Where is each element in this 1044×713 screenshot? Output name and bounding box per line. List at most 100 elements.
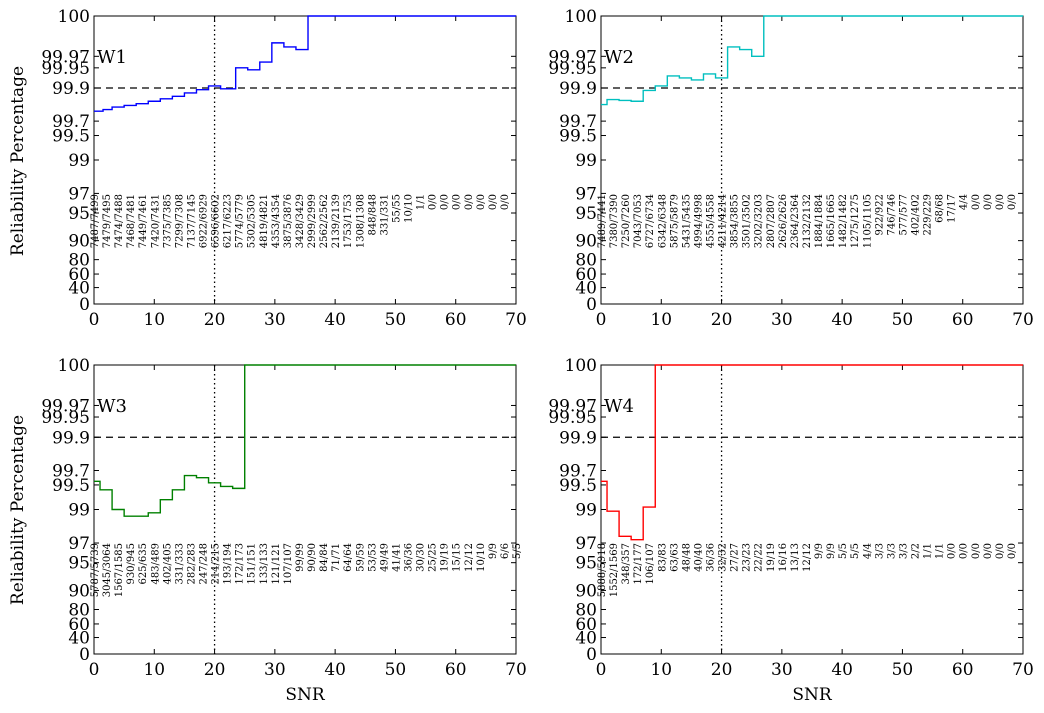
x-tick-label: 0	[89, 660, 100, 680]
count-annotation: 7420/7431	[150, 194, 161, 248]
count-annotation: 0/0	[947, 543, 958, 559]
count-annotation: 4211/4214	[718, 194, 729, 248]
x-tick-label: 60	[445, 660, 467, 680]
y-tick-label: 90	[68, 581, 90, 601]
count-annotation: 36/36	[403, 543, 414, 572]
y-tick-label: 99	[68, 501, 90, 521]
count-annotation: 13/13	[790, 543, 801, 572]
count-annotation: 1884/1884	[814, 194, 825, 248]
count-annotation: 0/0	[995, 194, 1006, 210]
count-annotation: 84/84	[319, 543, 330, 572]
x-tick-label: 60	[952, 660, 974, 680]
x-tick-label: 30	[264, 310, 286, 330]
count-annotation: 2999/2999	[307, 194, 318, 248]
count-annotation: 4/4	[959, 194, 970, 210]
y-tick-label: 60	[575, 265, 597, 285]
y-tick-label: 97	[575, 184, 597, 204]
count-annotation: 1/1	[935, 543, 946, 559]
count-annotation: 331/331	[379, 194, 390, 236]
x-tick-label: 50	[385, 310, 407, 330]
count-annotation: 930/945	[126, 543, 137, 585]
y-tick-label: 99.7	[559, 461, 597, 481]
count-annotation: 483/489	[150, 543, 161, 585]
count-annotation: 10/10	[403, 194, 414, 223]
count-annotation: 3501/3502	[742, 194, 753, 248]
y-tick-label: 100	[58, 356, 90, 376]
count-annotation: 0/0	[995, 543, 1006, 559]
y-tick-label: 90	[575, 581, 597, 601]
y-tick-label: 100	[565, 356, 597, 376]
count-annotation: 0/0	[1007, 543, 1018, 559]
x-tick-label: 30	[771, 660, 793, 680]
y-tick-label: 100	[58, 7, 90, 27]
count-annotation: 1665/1665	[826, 194, 837, 248]
count-annotation: 106/107	[645, 543, 656, 585]
y-tick-label: 99.7	[52, 461, 90, 481]
panel-label: W1	[97, 47, 127, 68]
count-annotation: 6217/6223	[223, 194, 234, 248]
count-annotation: 4/4	[862, 543, 873, 559]
count-annotation: 0/0	[464, 194, 475, 210]
count-annotation: 90/90	[307, 543, 318, 572]
x-tick-label: 20	[204, 310, 226, 330]
count-annotation: 0/0	[488, 194, 499, 210]
x-tick-label: 40	[324, 660, 346, 680]
y-tick-label: 95	[68, 204, 90, 224]
count-annotation: 0/0	[971, 194, 982, 210]
count-annotation: 64/64	[343, 543, 354, 572]
count-annotation: 4994/4998	[693, 194, 704, 248]
x-tick-label: 0	[89, 310, 100, 330]
count-annotation: 49/49	[379, 543, 390, 572]
count-annotation: 848/848	[367, 194, 378, 236]
count-annotation: 6596/6602	[211, 194, 222, 248]
count-annotation: 19/19	[440, 543, 451, 572]
count-annotation: 247/248	[199, 543, 210, 585]
y-tick-label: 99.95	[41, 59, 90, 79]
y-tick-label: 40	[68, 629, 90, 649]
count-annotation: 32/32	[718, 543, 729, 572]
count-annotation: 1482/1482	[838, 194, 849, 248]
x-tick-label: 20	[711, 660, 733, 680]
count-annotation: 6/6	[500, 543, 511, 559]
count-annotation: 0/0	[983, 543, 994, 559]
count-annotation: 0/0	[971, 543, 982, 559]
x-tick-label: 30	[771, 310, 793, 330]
count-annotation: 22/22	[754, 543, 765, 572]
count-annotation: 48/48	[681, 543, 692, 572]
count-annotation: 229/229	[923, 194, 934, 236]
y-tick-label: 80	[575, 600, 597, 620]
y-tick-label: 99.5	[52, 127, 90, 147]
y-tick-label: 95	[575, 204, 597, 224]
count-annotation: 0/0	[440, 194, 451, 210]
y-tick-label: 99.97	[548, 396, 597, 416]
count-annotation: 2/2	[910, 543, 921, 559]
y-tick-label: 95	[68, 554, 90, 574]
count-annotation: 625/635	[138, 543, 149, 585]
panel-label: W3	[97, 396, 127, 417]
count-annotation: 5302/5305	[247, 194, 258, 248]
count-annotation: 2807/2807	[766, 194, 777, 248]
y-tick-label: 99.5	[559, 476, 597, 496]
count-annotation: 6922/6929	[199, 194, 210, 248]
y-tick-label: 97	[68, 534, 90, 554]
x-tick-label: 50	[892, 310, 914, 330]
x-tick-label: 30	[264, 660, 286, 680]
y-tick-label: 0	[586, 645, 597, 665]
count-annotation: 3045/3064	[102, 543, 113, 597]
y-tick-label: 100	[565, 7, 597, 27]
count-annotation: 3875/3876	[283, 194, 294, 248]
x-tick-label: 0	[596, 660, 607, 680]
y-tick-label: 99.7	[559, 112, 597, 132]
count-annotation: 71/71	[331, 543, 342, 572]
y-tick-label: 99.5	[559, 127, 597, 147]
x-tick-label: 20	[711, 310, 733, 330]
count-annotation: 7449/7461	[138, 194, 149, 248]
count-annotation: 5/5	[838, 543, 849, 559]
count-annotation: 5431/5435	[681, 194, 692, 248]
y-tick-label: 99	[575, 151, 597, 171]
count-annotation: 1105/1105	[862, 194, 873, 248]
count-annotation: 7489/7441	[597, 194, 608, 248]
count-annotation: 0/0	[959, 543, 970, 559]
count-annotation: 282/283	[186, 543, 197, 585]
x-tick-label: 70	[1012, 310, 1034, 330]
